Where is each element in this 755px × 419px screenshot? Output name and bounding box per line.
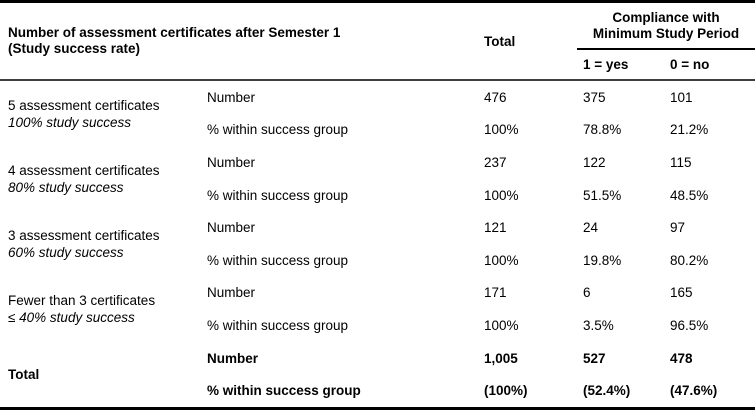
table-title-line2: (Study success rate) [8,41,141,56]
compliance-subheaders: 1 = yes 0 = no [577,50,755,79]
value-yes: 6 [583,285,591,301]
group-name: 4 assessment certificates [8,162,160,178]
compliance-line1: Compliance with [612,9,720,25]
column-header-no: 0 = no [670,57,710,72]
study-success-crosstab-table: Number of assessment certificates after … [0,0,755,410]
value-total: 100% [484,122,519,138]
metric-label: Number [207,89,256,105]
value-no: 48.5% [670,187,709,203]
value-total: 121 [484,220,507,236]
value-total: 171 [484,285,507,301]
value-total: 237 [484,154,507,170]
group-label-total: Total [0,342,207,407]
group-rate: ≤ 40% study success [8,310,135,326]
compliance-line2: Minimum Study Period [592,25,740,41]
group-label-5-certificates: 5 assessment certificates 100% study suc… [0,81,207,146]
value-total: 1,005 [484,350,518,366]
group-name: Total [8,366,40,382]
value-yes: 3.5% [583,317,614,333]
value-yes: 51.5% [583,187,622,203]
table-title: Number of assessment certificates after … [0,3,484,81]
column-header-compliance-group: Compliance with Minimum Study Period 1 =… [577,3,755,81]
group-name: 3 assessment certificates [8,227,160,243]
value-yes: 122 [583,154,606,170]
metric-label: % within success group [207,122,349,138]
column-header-compliance: Compliance with Minimum Study Period [577,3,755,50]
value-total: 100% [484,252,519,268]
group-rate: 80% study success [8,179,124,195]
group-rate: 100% study success [8,114,132,130]
value-no: 96.5% [670,317,709,333]
value-yes: 375 [583,89,606,105]
metric-label: % within success group [207,383,361,399]
group-rate: 60% study success [8,244,124,260]
value-yes: 24 [583,220,599,236]
value-total: (100%) [484,383,528,399]
column-header-yes: 1 = yes [583,57,629,72]
value-yes: 78.8% [583,122,622,138]
value-yes: 19.8% [583,252,622,268]
value-total: 476 [484,89,507,105]
value-no: 115 [670,154,692,170]
value-no: 21.2% [670,122,709,138]
value-no: 478 [670,350,693,366]
group-name: Fewer than 3 certificates [8,293,156,309]
metric-label: Number [207,350,259,366]
metric-label: Number [207,154,256,170]
metric-label: % within success group [207,252,349,268]
value-yes: (52.4%) [583,383,631,399]
table-title-line1: Number of assessment certificates after … [8,25,341,40]
value-no: 97 [670,220,686,236]
value-no: 101 [670,89,693,105]
value-no: 165 [670,285,693,301]
group-name: 5 assessment certificates [8,97,160,113]
value-no: 80.2% [670,252,709,268]
value-no: (47.6%) [670,383,718,399]
metric-label: Number [207,220,256,236]
column-header-total: Total [484,3,583,81]
value-total: 100% [484,187,519,203]
metric-label: % within success group [207,317,349,333]
group-label-4-certificates: 4 assessment certificates 80% study succ… [0,146,207,211]
group-label-3-certificates: 3 assessment certificates 60% study succ… [0,211,207,276]
value-yes: 527 [583,350,606,366]
value-total: 100% [484,317,519,333]
group-label-fewer-than-3: Fewer than 3 certificates ≤ 40% study su… [0,277,207,342]
metric-label: Number [207,285,256,301]
metric-label: % within success group [207,187,349,203]
